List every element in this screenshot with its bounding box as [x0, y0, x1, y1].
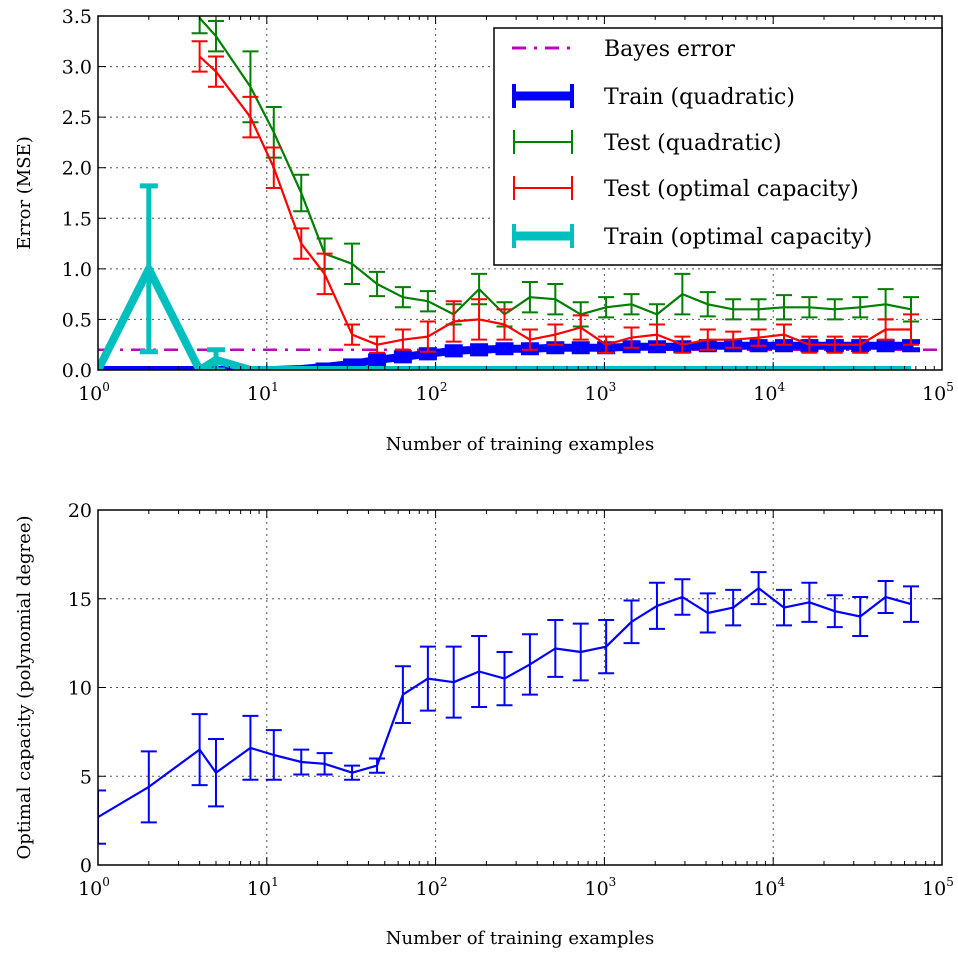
capacity-chart-ticks: 100 101 102 103 104 105 0 5 10 15 20 [68, 500, 954, 900]
error-xtick-label: 104 [753, 380, 785, 405]
error-chart: 100 101 102 103 104 105 0.0 0.5 1.0 1.5 2.0 2.5 3.0 3… [14, 3, 954, 455]
legend-label-test-optimal: Test (optimal capacity) [604, 177, 859, 202]
legend-label-test-quadratic: Test (quadratic) [604, 131, 782, 156]
legend-label-train-optimal: Train (optimal capacity) [604, 225, 872, 250]
error-ytick-label: 3.0 [62, 57, 92, 79]
capacity-xtick-label: 103 [584, 875, 616, 900]
error-ytick-label: 1.5 [62, 208, 92, 230]
capacity-chart-grid [98, 510, 942, 865]
capacity-series-0 [90, 572, 919, 844]
error-ytick-label: 2.5 [62, 107, 92, 129]
error-chart-ylabel: Error (MSE) [14, 136, 35, 249]
error-xtick-label: 100 [78, 380, 110, 405]
capacity-ytick-label: 5 [80, 766, 92, 788]
error-ytick-label: 1.0 [62, 259, 92, 281]
error-ytick-label: 0.0 [62, 360, 92, 382]
capacity-ytick-label: 20 [68, 500, 92, 522]
error-xtick-label: 102 [416, 380, 448, 405]
capacity-chart-series [90, 572, 919, 844]
error-series-0 [98, 342, 920, 370]
capacity-xtick-label: 101 [247, 875, 279, 900]
capacity-chart-ylabel: Optimal capacity (polynomial degree) [14, 516, 35, 860]
error-xtick-label: 103 [584, 380, 616, 405]
capacity-xtick-label: 105 [922, 875, 954, 900]
error-ytick-label: 0.5 [62, 309, 92, 331]
capacity-ytick-label: 0 [80, 855, 92, 877]
error-chart-legend: Bayes error Train (quadratic) Test (quad… [494, 28, 942, 265]
capacity-ytick-label: 10 [68, 678, 92, 700]
error-xtick-label: 101 [247, 380, 279, 405]
capacity-ytick-label: 15 [68, 589, 92, 611]
capacity-chart: 100 101 102 103 104 105 0 5 10 15 20 Number of tra… [14, 500, 954, 949]
capacity-chart-xlabel: Number of training examples [386, 928, 654, 949]
error-ytick-label: 2.0 [62, 158, 92, 180]
legend-label-bayes-error: Bayes error [604, 37, 735, 62]
error-chart-xlabel: Number of training examples [386, 434, 654, 455]
capacity-xtick-label: 104 [753, 875, 785, 900]
capacity-xtick-label: 100 [78, 875, 110, 900]
legend-label-train-quadratic: Train (quadratic) [604, 85, 795, 110]
error-xtick-label: 105 [922, 380, 954, 405]
error-ytick-label: 3.5 [62, 6, 92, 28]
capacity-xtick-label: 102 [416, 875, 448, 900]
